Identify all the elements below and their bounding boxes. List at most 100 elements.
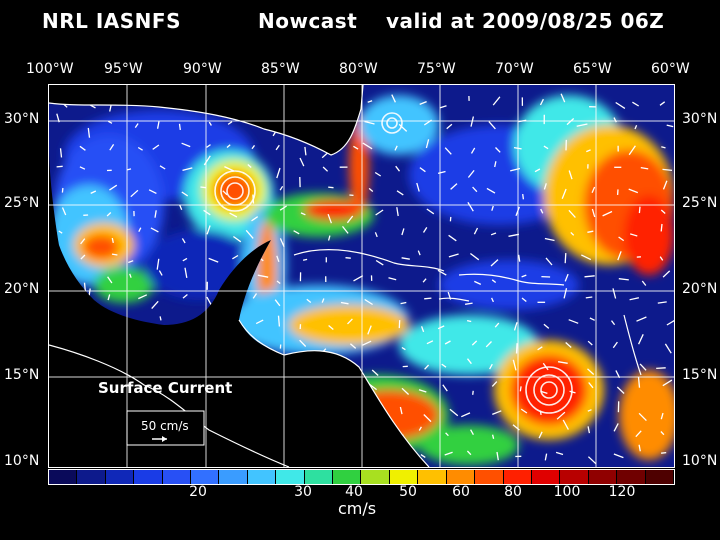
current-vector — [184, 267, 188, 279]
current-vector — [346, 215, 354, 224]
current-vector — [628, 145, 636, 156]
latitude-label-right: 25°N — [682, 195, 718, 211]
current-vector — [299, 157, 305, 167]
longitude-label: 100°W — [26, 61, 74, 77]
current-vector — [560, 93, 566, 103]
current-vector — [544, 453, 548, 461]
current-vector — [150, 227, 159, 233]
current-vector — [362, 142, 373, 150]
current-vector — [662, 270, 671, 278]
colorbar-swatch — [446, 470, 476, 484]
current-vector — [111, 237, 114, 244]
current-vector — [111, 429, 116, 435]
current-vector — [154, 340, 160, 344]
current-vector — [375, 259, 384, 266]
longitude-label: 75°W — [417, 61, 456, 77]
longitude-label: 65°W — [573, 61, 612, 77]
current-vector — [346, 456, 354, 459]
current-vector — [229, 212, 238, 218]
current-vector — [445, 432, 449, 437]
current-vector — [128, 260, 134, 264]
current-vector — [618, 278, 629, 281]
current-vector — [628, 188, 639, 194]
current-vector — [562, 419, 569, 430]
current-vector — [329, 381, 340, 387]
current-vector — [444, 340, 451, 345]
current-vector — [636, 316, 647, 322]
current-vector — [178, 123, 181, 130]
current-vector — [417, 250, 421, 256]
current-vector — [425, 139, 430, 149]
colorbar-swatch — [191, 470, 220, 484]
latitude-label-left: 30°N — [4, 111, 40, 127]
current-vector — [111, 253, 118, 256]
current-vector — [491, 434, 495, 439]
current-vector — [159, 165, 166, 170]
current-vector — [543, 323, 550, 329]
latitude-label-left: 25°N — [4, 195, 40, 211]
current-vector — [234, 275, 243, 280]
graticule — [49, 85, 674, 467]
current-vector — [303, 410, 311, 414]
current-vector — [470, 252, 480, 261]
latitude-label-right: 30°N — [682, 111, 718, 127]
current-vector — [630, 233, 638, 237]
current-vector — [279, 185, 284, 191]
current-vector — [461, 412, 471, 418]
colorbar-swatch — [588, 470, 618, 484]
longitude-label: 60°W — [651, 61, 690, 77]
current-vector — [58, 424, 63, 430]
current-vector — [251, 145, 256, 150]
colorbar-swatch — [560, 470, 589, 484]
current-vector — [61, 187, 64, 193]
current-vector — [418, 426, 422, 431]
colorbar-swatch — [49, 470, 78, 484]
current-vector — [617, 251, 622, 261]
current-vector — [300, 212, 306, 216]
colorbar-swatch — [645, 470, 674, 484]
current-vector — [442, 384, 448, 392]
current-vector — [182, 257, 188, 262]
current-vector — [391, 94, 396, 103]
current-vector — [424, 364, 430, 370]
current-vector — [659, 256, 664, 261]
colorbar-swatch — [333, 470, 362, 484]
current-vector — [80, 238, 86, 245]
current-vector — [629, 297, 640, 301]
current-vector — [64, 312, 67, 320]
current-vector — [58, 388, 63, 392]
current-vector — [60, 413, 66, 421]
current-vector — [544, 237, 555, 242]
current-vector — [364, 120, 375, 125]
current-vector — [466, 319, 472, 323]
current-vector — [362, 340, 372, 346]
colorbar-swatch — [134, 470, 163, 484]
current-vector — [441, 363, 447, 368]
current-vector — [107, 276, 113, 284]
latitude-label-right: 10°N — [682, 453, 718, 469]
current-vector — [534, 168, 541, 173]
current-vector — [444, 147, 452, 155]
current-vector — [638, 206, 641, 214]
current-vector — [568, 319, 579, 324]
current-vector — [635, 430, 642, 438]
current-vector — [345, 385, 351, 390]
current-vector — [639, 363, 647, 371]
current-vector — [341, 225, 349, 234]
current-vector — [351, 93, 353, 103]
current-vector — [537, 346, 543, 351]
current-vector — [374, 171, 382, 177]
current-vector — [422, 278, 427, 283]
current-vector — [395, 165, 401, 172]
current-vector — [416, 182, 420, 192]
current-vector — [257, 274, 269, 278]
current-vector — [543, 183, 547, 190]
current-vector — [126, 168, 132, 171]
current-vector — [659, 101, 666, 106]
current-vector — [324, 408, 332, 414]
coastline — [49, 85, 642, 467]
current-vector — [87, 430, 92, 438]
current-vector — [587, 340, 593, 346]
current-vector — [353, 275, 364, 282]
current-vector — [79, 166, 86, 170]
